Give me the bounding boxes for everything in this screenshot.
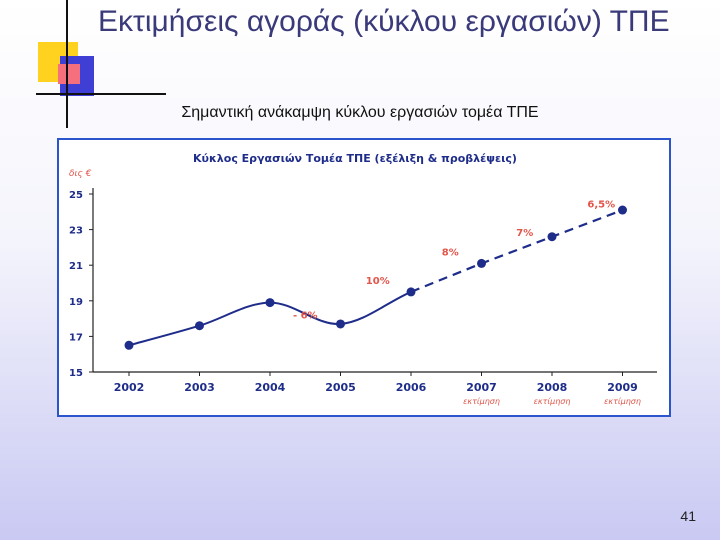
y-tick-label: 25 <box>69 190 83 201</box>
line-chart: Κύκλος Εργασιών Τομέα ΤΠΕ (εξέλιξη & προ… <box>69 152 657 406</box>
chart-title: Κύκλος Εργασιών Τομέα ΤΠΕ (εξέλιξη & προ… <box>193 152 517 165</box>
y-tick-label: 21 <box>69 261 83 272</box>
x-category-note: εκτίμηση <box>604 397 641 406</box>
y-axis-label: δις € <box>69 169 92 179</box>
data-point <box>336 319 345 329</box>
data-point <box>618 205 627 215</box>
decor-horizontal-line <box>36 93 166 95</box>
y-tick-label: 15 <box>69 368 83 379</box>
y-tick-label: 19 <box>69 297 83 308</box>
data-point <box>265 298 275 308</box>
x-tick-label: 2003 <box>184 381 215 394</box>
chart-series <box>124 205 627 350</box>
chart-axes: 15 17 19 21 23 25 2002 2003 2004 2005 2006 2007 εκτί… <box>69 188 657 406</box>
x-tick-label: 2004 <box>255 381 286 394</box>
page-number: 41 <box>680 508 696 524</box>
x-category-note: εκτίμηση <box>534 397 571 406</box>
growth-label: - 6% <box>293 310 318 321</box>
x-tick-label: 2005 <box>325 381 356 394</box>
growth-label: 10% <box>366 276 390 287</box>
data-point <box>477 258 486 268</box>
series-line-estimate <box>410 208 623 293</box>
chart-labels: - 6% 10% 8% 7% 6,5% <box>293 199 615 321</box>
growth-label: 7% <box>516 228 533 239</box>
x-category-note: εκτίμηση <box>463 397 500 406</box>
slide-title: Εκτιμήσεις αγοράς (κύκλου εργασιών) ΤΠΕ <box>98 5 670 38</box>
data-point <box>195 321 204 331</box>
x-tick-label: 2002 <box>114 381 145 394</box>
decor-red-square <box>58 64 80 84</box>
x-tick-label: 2006 <box>396 381 427 394</box>
data-point <box>124 340 134 350</box>
x-tick-label: 2009 <box>607 381 638 394</box>
decor-vertical-line <box>66 0 68 128</box>
chart-frame: Κύκλος Εργασιών Τομέα ΤΠΕ (εξέλιξη & προ… <box>57 138 671 417</box>
growth-label: 6,5% <box>587 199 615 210</box>
growth-label: 8% <box>442 248 459 259</box>
x-tick-label: 2007 <box>466 381 497 394</box>
data-point <box>547 232 557 242</box>
y-tick-label: 23 <box>69 226 83 237</box>
x-tick-label: 2008 <box>537 381 568 394</box>
slide-subtitle: Σημαντική ανάκαμψη κύκλου εργασιών τομέα… <box>181 104 539 121</box>
data-point <box>406 287 416 297</box>
y-tick-label: 17 <box>69 332 83 343</box>
